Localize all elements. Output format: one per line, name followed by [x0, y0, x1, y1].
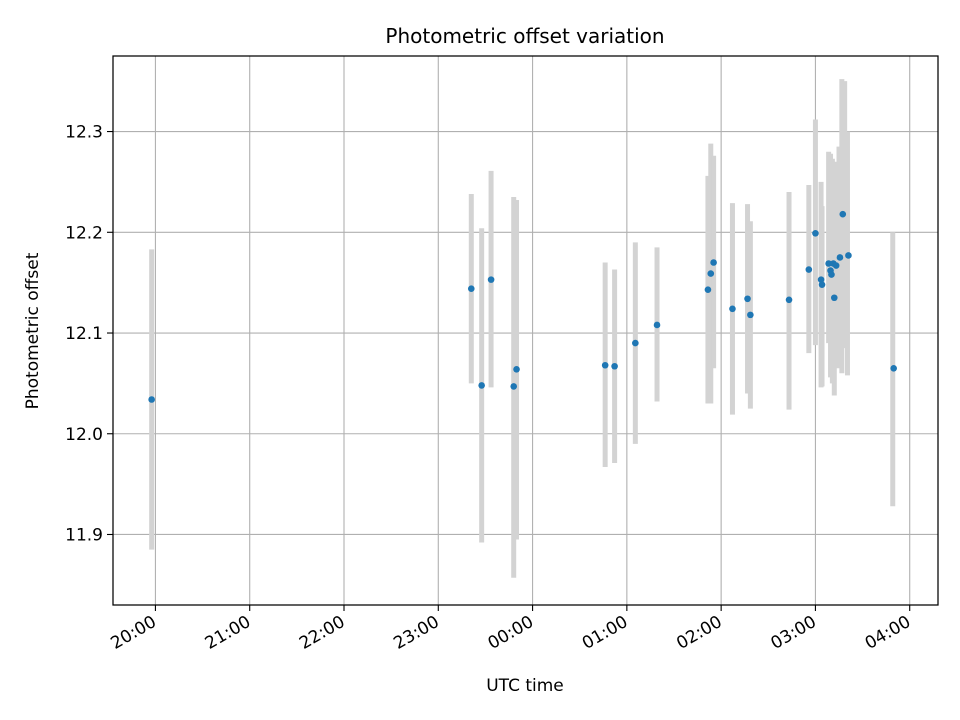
data-point [825, 260, 832, 267]
y-tick-label: 12.3 [65, 123, 103, 143]
data-point [832, 262, 840, 269]
chart-title: Photometric offset variation [385, 24, 664, 48]
data-point [710, 259, 717, 266]
data-point [467, 285, 475, 292]
data-point [817, 276, 825, 283]
x-axis-title: UTC time [486, 676, 564, 696]
data-point [148, 396, 155, 403]
y-tick-label: 12.2 [65, 223, 103, 243]
data-point [744, 295, 751, 303]
y-tick-label: 12.0 [65, 425, 103, 445]
data-point [818, 281, 826, 288]
data-point [836, 254, 844, 261]
data-point [601, 361, 609, 369]
data-point [828, 271, 835, 278]
data-point [478, 382, 485, 389]
y-axis-ticks: 11.9 12.0 12.1 12.2 12.3 [65, 123, 113, 545]
data-point [707, 270, 715, 277]
data-point [845, 252, 852, 259]
data-points [148, 210, 897, 403]
data-point [611, 362, 618, 370]
data-point [653, 321, 661, 329]
data-point [487, 276, 495, 283]
data-point [729, 305, 736, 313]
data-point [632, 339, 639, 347]
data-point [513, 365, 520, 373]
data-point [510, 383, 518, 390]
plot-frame [112, 55, 939, 606]
data-point [805, 266, 813, 273]
data-point [747, 311, 754, 319]
y-tick-label: 11.9 [65, 525, 103, 545]
data-point [812, 229, 819, 237]
y-tick-label: 12.1 [65, 324, 103, 344]
data-point [785, 296, 793, 304]
data-point [890, 364, 897, 372]
data-point [830, 294, 838, 302]
y-axis-title: Photometric offset [23, 252, 43, 409]
data-point [839, 210, 847, 218]
data-point [704, 286, 712, 294]
